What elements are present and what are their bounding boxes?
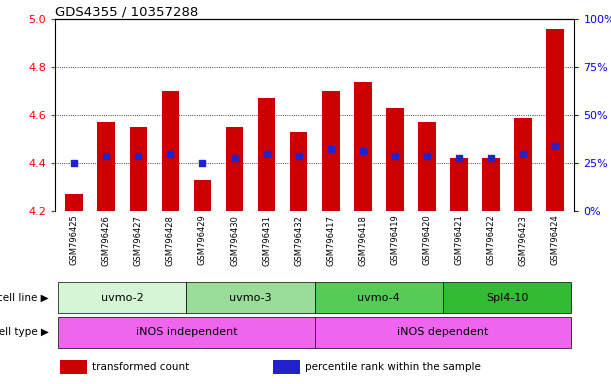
Point — [166, 151, 175, 157]
Bar — [322, 91, 340, 211]
Bar — [58, 316, 315, 348]
Text: GSM796426: GSM796426 — [102, 215, 111, 265]
Bar — [386, 108, 404, 211]
Text: GSM796422: GSM796422 — [486, 215, 496, 265]
Bar — [443, 282, 571, 313]
Point — [262, 151, 271, 157]
Bar — [65, 194, 83, 211]
Bar — [546, 29, 564, 211]
Text: Spl4-10: Spl4-10 — [486, 293, 528, 303]
Text: GSM796432: GSM796432 — [294, 215, 303, 265]
Point — [230, 155, 240, 161]
Text: GSM796425: GSM796425 — [70, 215, 79, 265]
Bar — [273, 360, 299, 374]
Bar — [258, 98, 276, 211]
Text: GSM796431: GSM796431 — [262, 215, 271, 265]
Bar — [450, 159, 468, 211]
Point — [133, 153, 143, 159]
Text: GDS4355 / 10357288: GDS4355 / 10357288 — [55, 5, 198, 18]
Point — [551, 143, 560, 149]
Text: GSM796430: GSM796430 — [230, 215, 239, 265]
Bar — [186, 282, 315, 313]
Text: cell type ▶: cell type ▶ — [0, 327, 49, 337]
Text: GSM796421: GSM796421 — [455, 215, 463, 265]
Text: GSM796428: GSM796428 — [166, 215, 175, 265]
Bar — [60, 360, 87, 374]
Text: GSM796423: GSM796423 — [519, 215, 527, 265]
Text: uvmo-2: uvmo-2 — [101, 293, 144, 303]
Bar — [418, 122, 436, 211]
Point — [294, 153, 304, 159]
Bar — [315, 316, 571, 348]
Bar — [225, 127, 243, 211]
Bar — [514, 118, 532, 211]
Bar — [58, 282, 186, 313]
Text: iNOS dependent: iNOS dependent — [397, 327, 489, 337]
Text: transformed count: transformed count — [92, 362, 189, 372]
Point — [326, 146, 335, 152]
Text: percentile rank within the sample: percentile rank within the sample — [305, 362, 481, 372]
Text: GSM796418: GSM796418 — [358, 215, 367, 265]
Point — [486, 155, 496, 161]
Text: GSM796417: GSM796417 — [326, 215, 335, 265]
Bar — [290, 132, 307, 211]
Text: GSM796429: GSM796429 — [198, 215, 207, 265]
Point — [518, 151, 528, 157]
Bar — [482, 159, 500, 211]
Text: GSM796427: GSM796427 — [134, 215, 143, 265]
Bar — [194, 180, 211, 211]
Point — [390, 153, 400, 159]
Point — [422, 153, 432, 159]
Point — [197, 160, 207, 166]
Text: uvmo-3: uvmo-3 — [229, 293, 272, 303]
Point — [358, 148, 368, 154]
Text: uvmo-4: uvmo-4 — [357, 293, 400, 303]
Bar — [161, 91, 179, 211]
Point — [101, 153, 111, 159]
Text: cell line ▶: cell line ▶ — [0, 293, 49, 303]
Bar — [354, 81, 371, 211]
Bar — [98, 122, 115, 211]
Point — [454, 155, 464, 161]
Point — [69, 160, 79, 166]
Bar — [130, 127, 147, 211]
Text: GSM796424: GSM796424 — [551, 215, 560, 265]
Text: GSM796420: GSM796420 — [422, 215, 431, 265]
Text: GSM796419: GSM796419 — [390, 215, 400, 265]
Text: iNOS independent: iNOS independent — [136, 327, 237, 337]
Bar — [315, 282, 443, 313]
